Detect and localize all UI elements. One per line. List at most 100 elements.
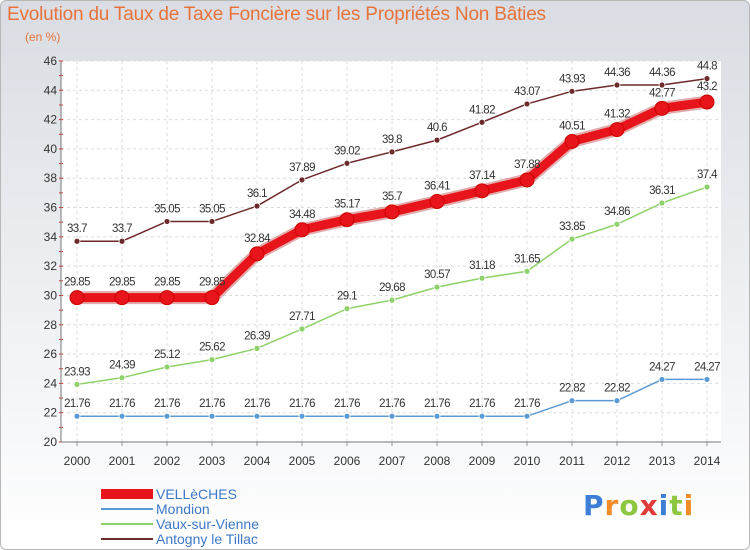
data-point-mondion [433, 412, 441, 420]
legend-label-velleches: VELLèCHES [156, 486, 237, 502]
logo-letter: t [669, 489, 684, 522]
data-point-mondion [298, 412, 306, 420]
data-point-antogny-le-tillac [163, 218, 171, 225]
data-label-mondion: 21.76 [289, 398, 315, 410]
data-label-vaux-sur-vienne: 37.4 [697, 169, 718, 181]
data-point-vaux-sur-vienne [343, 305, 351, 313]
x-tick-label: 2010 [514, 454, 541, 468]
legend-swatch-velleches [101, 489, 153, 499]
data-point-vell-ches [294, 222, 310, 238]
data-label-antogny-le-tillac: 35.05 [154, 203, 180, 215]
x-tick-label: 2013 [649, 454, 676, 468]
data-label-vell-ches: 29.85 [109, 277, 135, 289]
data-label-vell-ches: 29.85 [199, 277, 225, 289]
data-point-antogny-le-tillac [73, 237, 81, 245]
data-label-mondion: 21.76 [424, 398, 450, 410]
data-label-mondion: 21.76 [64, 398, 90, 410]
data-label-antogny-le-tillac: 43.93 [559, 73, 585, 85]
data-label-antogny-le-tillac: 37.89 [289, 162, 315, 174]
data-point-mondion [658, 376, 666, 383]
data-point-mondion [388, 412, 396, 420]
data-label-vaux-sur-vienne: 23.93 [64, 366, 90, 378]
x-tick-label: 2014 [694, 454, 721, 468]
legend-label-mondion: Mondion [156, 501, 210, 517]
data-label-antogny-le-tillac: 33.7 [112, 223, 132, 235]
data-label-mondion: 21.76 [244, 398, 270, 410]
x-tick-label: 2005 [289, 454, 316, 468]
data-point-vaux-sur-vienne [208, 356, 216, 364]
data-point-vaux-sur-vienne [298, 325, 306, 333]
logo-letter: x [639, 489, 659, 522]
data-label-vaux-sur-vienne: 29.1 [337, 291, 357, 303]
x-tick-label: 2008 [424, 454, 451, 468]
data-label-antogny-le-tillac: 39.8 [382, 134, 402, 146]
data-point-mondion [613, 397, 621, 405]
data-label-antogny-le-tillac: 41.82 [469, 104, 495, 116]
data-point-mondion [118, 412, 126, 420]
logo-letter: i [658, 489, 670, 522]
data-point-mondion [343, 412, 351, 420]
y-tick-label: 28 [44, 318, 58, 332]
y-tick-label: 42 [44, 113, 58, 127]
data-point-vell-ches [654, 100, 670, 116]
data-point-vaux-sur-vienne [253, 344, 261, 352]
data-label-antogny-le-tillac: 33.7 [67, 223, 87, 235]
y-axis-unit-label: (en %) [25, 30, 61, 44]
data-label-mondion: 21.76 [334, 398, 360, 410]
logo-letter: P [583, 489, 605, 522]
x-tick-label: 2009 [469, 454, 496, 468]
data-label-mondion: 21.76 [379, 398, 405, 410]
data-label-antogny-le-tillac: 44.36 [604, 67, 630, 79]
logo-letter: r [604, 489, 620, 522]
x-tick-label: 2004 [244, 454, 271, 468]
legend-swatch-antogny-le-tillac [101, 538, 153, 540]
data-label-vaux-sur-vienne: 25.12 [154, 349, 180, 361]
data-point-antogny-le-tillac [118, 237, 126, 245]
data-label-vaux-sur-vienne: 30.57 [424, 269, 450, 281]
x-tick-label: 2002 [154, 454, 181, 468]
data-label-antogny-le-tillac: 44.8 [697, 61, 717, 73]
logo-letter: i [683, 489, 695, 522]
legend-swatch-vaux-sur-vienne [101, 523, 153, 525]
data-point-mondion [73, 412, 81, 420]
data-point-antogny-le-tillac [208, 218, 216, 225]
data-point-vaux-sur-vienne [73, 381, 81, 388]
data-point-vaux-sur-vienne [568, 235, 576, 243]
data-label-vaux-sur-vienne: 24.39 [109, 360, 135, 372]
data-point-vell-ches [609, 122, 625, 138]
data-label-vaux-sur-vienne: 31.18 [469, 260, 495, 272]
data-label-vaux-sur-vienne: 29.68 [379, 282, 405, 294]
data-label-vaux-sur-vienne: 26.39 [244, 330, 270, 342]
x-tick-label: 2006 [334, 454, 361, 468]
data-point-antogny-le-tillac [568, 87, 576, 95]
data-label-vell-ches: 29.85 [64, 277, 90, 289]
y-tick-label: 26 [44, 347, 58, 361]
data-label-vell-ches: 35.17 [334, 199, 360, 211]
data-point-mondion [208, 412, 216, 420]
data-point-vaux-sur-vienne [658, 199, 666, 207]
data-label-vaux-sur-vienne: 25.62 [199, 342, 225, 354]
data-label-vaux-sur-vienne: 34.86 [604, 206, 630, 218]
data-label-antogny-le-tillac: 40.6 [427, 122, 447, 134]
data-label-vell-ches: 40.51 [559, 120, 585, 132]
legend-label-vaux-sur-vienne: Vaux-sur-Vienne [156, 516, 259, 532]
data-point-antogny-le-tillac [478, 118, 486, 126]
data-point-vell-ches [159, 290, 175, 306]
data-point-mondion [253, 412, 261, 420]
proxiti-logo: Proxiti [583, 489, 694, 522]
data-label-vell-ches: 32.84 [244, 233, 271, 245]
data-point-vell-ches [114, 290, 130, 306]
data-label-vell-ches: 37.14 [469, 170, 496, 182]
data-point-antogny-le-tillac [433, 136, 441, 144]
data-point-mondion [568, 397, 576, 405]
data-label-mondion: 21.76 [469, 398, 495, 410]
data-point-antogny-le-tillac [703, 75, 711, 82]
y-tick-label: 40 [44, 142, 58, 156]
x-tick-label: 2007 [379, 454, 406, 468]
data-label-antogny-le-tillac: 44.36 [649, 67, 675, 79]
data-label-vell-ches: 34.48 [289, 209, 315, 221]
data-point-mondion [478, 412, 486, 420]
y-tick-label: 20 [44, 435, 58, 449]
data-point-vell-ches [699, 94, 715, 110]
